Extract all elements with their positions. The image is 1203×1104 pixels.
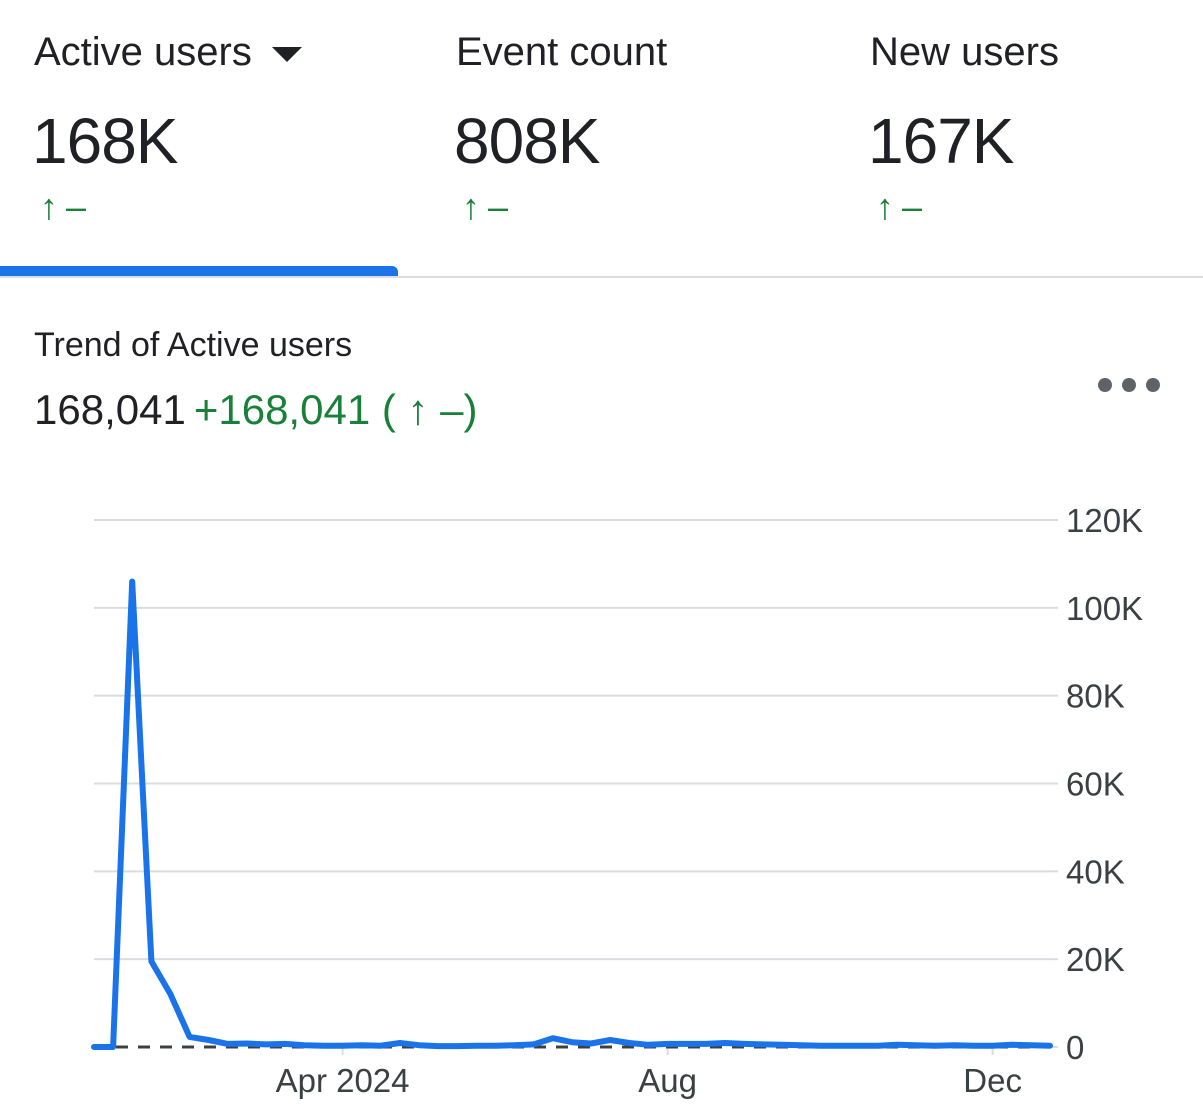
active-users-series-line <box>91 578 1053 1050</box>
trend-total: 168,041 <box>34 386 186 433</box>
trend-change: +168,041 ( ↑ –) <box>193 386 478 433</box>
y-tick-label: 120K <box>1066 502 1143 539</box>
x-axis-labels: Apr 2024 Aug Dec <box>276 1047 1022 1099</box>
chart-gridlines <box>94 519 1058 1048</box>
new-users-change: ↑ – <box>876 186 930 228</box>
event-count-change: ↑ – <box>462 186 516 228</box>
more-horizontal-icon <box>1146 378 1160 392</box>
tab-label: Active users <box>34 30 302 75</box>
up-arrow-icon: ↑ <box>876 186 894 227</box>
up-arrow-icon: ↑ <box>40 186 58 227</box>
trend-chart: 0 20K 40K 60K 80K 100K 120K Apr 2024 Aug Dec <box>91 502 1143 1099</box>
y-tick-label: 80K <box>1066 678 1125 715</box>
new-users-value: 167K <box>868 105 1014 177</box>
y-axis-labels: 0 20K 40K 60K 80K 100K 120K <box>1066 502 1143 1066</box>
trend-title: Trend of Active users <box>34 326 353 364</box>
y-tick-label: 20K <box>1066 941 1125 978</box>
dropdown-arrow-icon[interactable] <box>271 47 302 62</box>
y-tick-label: 60K <box>1066 766 1125 803</box>
x-tick-label: Apr 2024 <box>276 1062 410 1099</box>
change-value: – <box>488 186 509 227</box>
active-users-value: 168K <box>32 105 178 177</box>
change-value: – <box>66 186 87 227</box>
event-count-value: 808K <box>454 105 600 177</box>
up-arrow-icon: ↑ <box>462 186 480 227</box>
y-tick-label: 40K <box>1066 853 1125 890</box>
x-tick-label: Dec <box>963 1062 1022 1099</box>
tab-new-users[interactable]: New users 167K ↑ – <box>834 0 1203 276</box>
change-value: – <box>902 186 923 227</box>
active-tab-indicator <box>0 266 398 276</box>
more-horizontal-icon <box>1122 378 1136 392</box>
more-options-button[interactable] <box>1098 370 1160 400</box>
metric-tabs: Active users 168K ↑ – Event count 808K ↑ –… <box>0 0 1203 278</box>
tab-active-users[interactable]: Active users 168K ↑ – <box>0 0 400 276</box>
more-horizontal-icon <box>1098 378 1112 392</box>
trend-summary: 168,041 +168,041 ( ↑ –) <box>34 386 478 434</box>
tab-event-count[interactable]: Event count 808K ↑ – <box>420 0 820 276</box>
x-tick-label: Aug <box>638 1062 697 1099</box>
active-users-change: ↑ – <box>40 186 94 228</box>
new-users-label: New users <box>870 30 1059 74</box>
y-tick-label: 0 <box>1066 1029 1084 1066</box>
y-tick-label: 100K <box>1066 590 1143 627</box>
active-users-label: Active users <box>34 30 252 74</box>
event-count-label: Event count <box>456 30 668 74</box>
